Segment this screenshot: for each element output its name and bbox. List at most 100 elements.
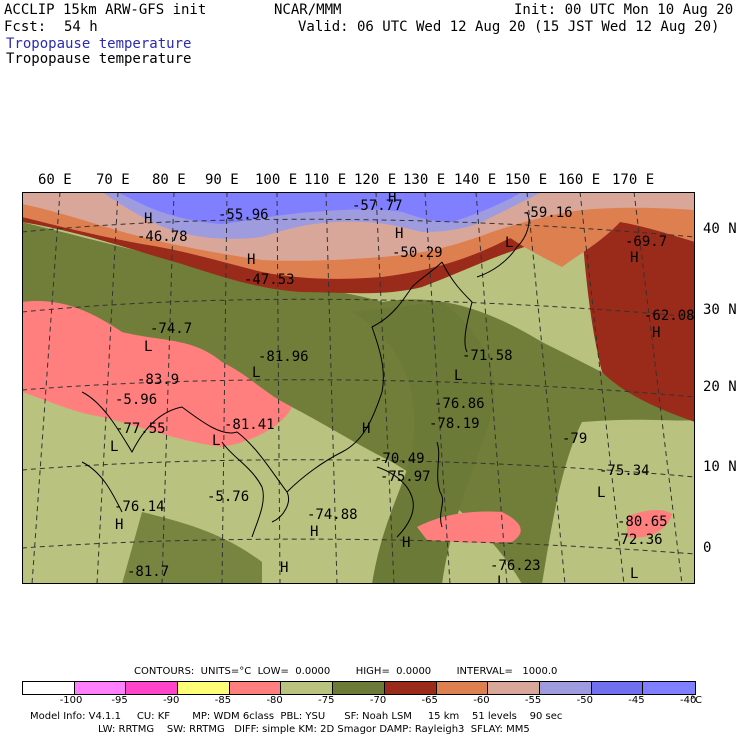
map-annotation: -71.58 bbox=[462, 348, 513, 364]
map-annotation: -81.7 bbox=[127, 564, 169, 580]
field-title-secondary: Tropopause temperature bbox=[6, 51, 192, 67]
fcst-value: 54 h bbox=[64, 19, 98, 35]
lon-label: 70 E bbox=[96, 172, 130, 188]
lat-label: 20 N bbox=[703, 379, 737, 395]
run-title: ACCLIP 15km ARW-GFS init bbox=[4, 2, 207, 18]
colorbar-swatch bbox=[384, 682, 437, 694]
valid-time: Valid: 06 UTC Wed 12 Aug 20 (15 JST Wed … bbox=[298, 19, 720, 35]
colorbar-swatch bbox=[74, 682, 127, 694]
map-annotation: -74.88 bbox=[307, 507, 358, 523]
lon-label: 140 E bbox=[454, 172, 497, 188]
lon-label: 90 E bbox=[205, 172, 239, 188]
map-annotation: L bbox=[597, 485, 605, 501]
colorbar-swatch bbox=[591, 682, 644, 694]
contours-info: CONTOURS: UNITS=°C LOW= 0.0000 HIGH= 0.0… bbox=[134, 666, 558, 677]
map-annotation: -76.23 bbox=[490, 558, 541, 574]
colorbar-tick-label: -65 bbox=[421, 695, 438, 706]
map-annotation: -81.96 bbox=[258, 349, 309, 365]
field-title-primary: Tropopause temperature bbox=[6, 36, 192, 52]
map-annotation: -46.78 bbox=[137, 229, 188, 245]
colorbar-tick-label: -100 bbox=[59, 695, 83, 706]
lat-label: 0 bbox=[703, 540, 712, 556]
map-annotation: H bbox=[310, 524, 318, 540]
lon-label: 120 E bbox=[354, 172, 397, 188]
colorbar-unit: °C bbox=[690, 695, 702, 706]
map-annotation: -47.53 bbox=[244, 272, 295, 288]
colorbar-swatch bbox=[333, 682, 385, 694]
map-annotation: -74.7 bbox=[150, 321, 192, 337]
map-annotation: -59.16 bbox=[522, 205, 573, 221]
colorbar bbox=[22, 681, 696, 695]
lon-label: 160 E bbox=[558, 172, 601, 188]
colorbar-swatch bbox=[539, 682, 592, 694]
model-info-line2: LW: RRTMG SW: RRTMG DIFF: simple KM: 2D … bbox=[98, 724, 530, 735]
map-annotation: -57.77 bbox=[352, 198, 403, 214]
colorbar-swatch bbox=[229, 682, 282, 694]
colorbar-swatch bbox=[126, 682, 179, 694]
map-annotation: -55.96 bbox=[218, 207, 269, 223]
map-annotation: -75.97 bbox=[380, 469, 431, 485]
map-annotation: -5.76 bbox=[207, 489, 249, 505]
map-annotation: -5.96 bbox=[115, 392, 157, 408]
map-annotation: -80.65 bbox=[617, 514, 668, 530]
map-annotation: -76.86 bbox=[434, 396, 485, 412]
map-annotation: H bbox=[247, 252, 255, 268]
lat-label: 30 N bbox=[703, 302, 737, 318]
map-annotation: L bbox=[212, 433, 220, 449]
colorbar-tick-label: -85 bbox=[214, 695, 232, 706]
map-annotation: -75.34 bbox=[599, 463, 650, 479]
map-annotation: L bbox=[630, 566, 638, 582]
colorbar-tick-label: -50 bbox=[576, 695, 593, 706]
lon-label: 170 E bbox=[612, 172, 655, 188]
map-annotation: -50.29 bbox=[392, 245, 443, 261]
colorbar-tick-label: -55 bbox=[524, 695, 542, 706]
map-annotation: L bbox=[497, 574, 505, 584]
lon-label: 60 E bbox=[38, 172, 72, 188]
map-annotation: H bbox=[362, 421, 370, 437]
fcst-label: Fcst: bbox=[4, 19, 47, 35]
lon-label: 130 E bbox=[403, 172, 446, 188]
colorbar-swatch bbox=[436, 682, 489, 694]
map-annotation: H bbox=[115, 517, 123, 533]
colorbar-tick-label: -40 bbox=[680, 695, 697, 706]
lon-label: 150 E bbox=[505, 172, 548, 188]
map-annotation: H bbox=[144, 211, 152, 227]
colorbar-swatch bbox=[488, 682, 540, 694]
map-annotation: H bbox=[402, 535, 410, 551]
colorbar-tick-label: -90 bbox=[163, 695, 180, 706]
map-annotation: H bbox=[652, 325, 660, 341]
colorbar-tick-label: -75 bbox=[318, 695, 335, 706]
map-annotation: L bbox=[110, 439, 118, 455]
map-annotation: -77.55 bbox=[115, 421, 166, 437]
colorbar-tick-label: -45 bbox=[628, 695, 645, 706]
map-annotation: H bbox=[388, 192, 396, 206]
map-annotation: L bbox=[454, 368, 462, 384]
map-annotation: H bbox=[395, 226, 403, 242]
colorbar-swatch bbox=[281, 682, 334, 694]
colorbar-swatch bbox=[643, 682, 695, 694]
map-annotation: -79 bbox=[562, 431, 587, 447]
colorbar-tick-label: -70 bbox=[369, 695, 387, 706]
tropopause-temperature-map: H -46.78 -55.96 -57.77 H -47.53 H -50.29… bbox=[22, 192, 695, 584]
institution-label: NCAR/MMM bbox=[274, 2, 342, 18]
lon-label: 80 E bbox=[152, 172, 186, 188]
map-annotation: -69.7 bbox=[625, 234, 667, 250]
map-annotation: -83.9 bbox=[137, 372, 179, 388]
lon-label: 100 E bbox=[255, 172, 298, 188]
map-annotation: -72.36 bbox=[612, 532, 663, 548]
colorbar-tick-label: -80 bbox=[266, 695, 283, 706]
map-annotation: H bbox=[630, 250, 638, 266]
map-annotation: -76.14 bbox=[114, 499, 165, 515]
map-annotation: L bbox=[144, 339, 152, 355]
map-annotation: H bbox=[280, 560, 288, 576]
map-annotation: L bbox=[505, 235, 513, 251]
lon-label: 110 E bbox=[304, 172, 347, 188]
model-info-line1: Model Info: V4.1.1 CU: KF MP: WDM 6class… bbox=[30, 711, 563, 722]
lat-label: 10 N bbox=[703, 459, 737, 475]
lat-label: 40 N bbox=[703, 221, 737, 237]
map-annotation: L bbox=[252, 365, 260, 381]
map-annotation: -62.08 bbox=[644, 308, 695, 324]
colorbar-swatch bbox=[178, 682, 230, 694]
init-time: Init: 00 UTC Mon 10 Aug 20 bbox=[514, 2, 734, 18]
map-annotation: -70.49 bbox=[374, 451, 425, 467]
